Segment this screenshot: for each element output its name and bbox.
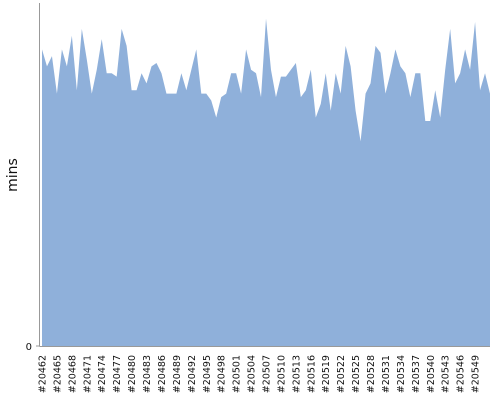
x-tick-label: #20522 (336, 355, 347, 393)
x-tick-label: #20519 (321, 355, 332, 393)
x-tick-label: #20543 (441, 355, 452, 393)
x-tick-label: #20513 (291, 355, 302, 393)
x-tick-label: #20465 (52, 355, 63, 393)
x-tick-label: #20504 (247, 355, 258, 393)
x-tick-label: #20468 (67, 355, 78, 393)
x-tick-label: #20510 (276, 355, 287, 393)
x-tick-label: #20480 (127, 355, 138, 393)
area (42, 18, 490, 346)
x-tick-label: #20477 (112, 355, 123, 393)
x-tick-label: #20486 (157, 355, 168, 393)
x-tick-label: #20534 (396, 355, 407, 393)
x-tick-label: #20474 (97, 355, 108, 393)
x-tick-label: #20516 (306, 355, 317, 393)
x-tick-label: #20501 (232, 355, 243, 393)
x-tick-label: #20462 (38, 355, 49, 393)
x-tick-label: #20531 (381, 355, 392, 393)
x-tick-label: #20546 (456, 355, 467, 393)
y-tick-label: 0 (26, 342, 32, 353)
x-tick-label: #20507 (262, 355, 273, 393)
x-tick-label: #20489 (172, 355, 183, 393)
x-tick-label: #20549 (471, 355, 482, 393)
x-tick-label: #20483 (142, 355, 153, 393)
x-tick-label: #20540 (426, 355, 437, 393)
y-axis-label: mins (5, 158, 21, 192)
x-tick-label: #20498 (217, 355, 228, 393)
x-tick-label: #20525 (351, 355, 362, 393)
x-tick-label: #20528 (366, 355, 377, 393)
x-tick-label: #20537 (411, 355, 422, 393)
x-tick-label: #20492 (187, 355, 198, 393)
x-tick-label: #20495 (202, 355, 213, 393)
x-tick-label: #20471 (82, 355, 93, 393)
